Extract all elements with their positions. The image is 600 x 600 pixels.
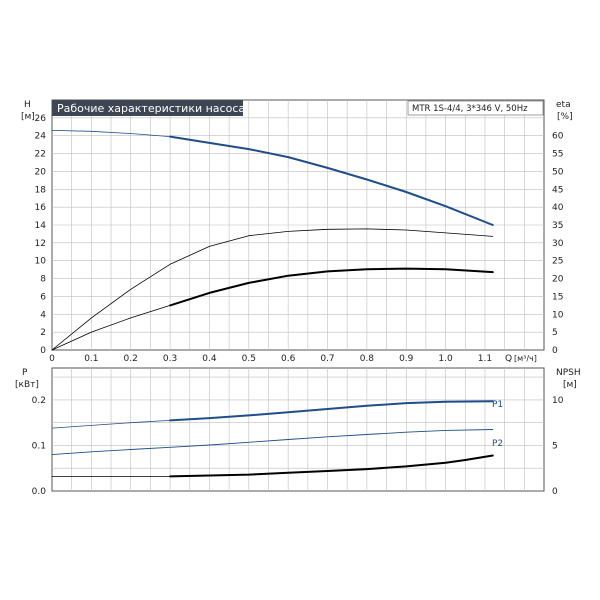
x-tick-label: 0.1	[84, 354, 98, 364]
y-tick-label-h: 16	[35, 203, 47, 213]
efficiency-curve	[51, 228, 494, 351]
y-tick-label-eta: 55	[552, 150, 563, 160]
y-tick-label-p: 0.2	[32, 396, 46, 406]
axis-unit-h: [м]	[21, 112, 35, 122]
efficiency-curve	[169, 267, 494, 307]
top-ticks: 0 0.1 0.2 0.3 0.4 0.5 0.6 0.7 0.8 0.9 1.0 1.1024681…	[35, 114, 564, 364]
y-tick-label-eta: 40	[552, 203, 564, 213]
y-tick-label-eta: 25	[552, 257, 563, 267]
y-tick-label-npsh: 0	[552, 487, 558, 497]
model-box	[407, 100, 544, 116]
chart-title: Рабочие характеристики насоса	[57, 102, 245, 115]
x-tick-label: 0.3	[163, 354, 177, 364]
y-tick-label-h: 22	[35, 150, 46, 160]
y-tick-label-eta: 0	[552, 346, 558, 356]
x-tick-label: 1.0	[438, 354, 453, 364]
title-box	[52, 100, 243, 116]
top-curves	[51, 130, 494, 351]
y-tick-label-npsh: 10	[552, 396, 564, 406]
pump-head-curve	[169, 135, 494, 226]
bottom-curves	[51, 400, 494, 478]
axis-unit-q: [м³/ч]	[514, 354, 537, 363]
y-tick-label-h: 24	[35, 132, 47, 142]
y-tick-label-h: 14	[35, 221, 47, 231]
y-tick-label-eta: 30	[552, 239, 564, 249]
y-tick-label-p: 0.0	[32, 487, 47, 497]
axis-label-npsh: NPSH	[556, 368, 581, 378]
bottom-panel-frame	[51, 367, 545, 492]
x-tick-label: 0.8	[360, 354, 375, 364]
power-p1-curve	[169, 400, 494, 422]
axis-unit-p: [кВт]	[15, 380, 39, 390]
axis-label-p: P	[22, 368, 28, 378]
model-label: MTR 1S-4/4, 3*346 V, 50Hz	[412, 104, 528, 114]
y-tick-label-eta: 5	[552, 328, 558, 338]
x-tick-label: 0.6	[281, 354, 296, 364]
y-tick-label-h: 2	[40, 328, 46, 338]
y-tick-label-eta: 10	[552, 310, 564, 320]
y-tick-label-h: 26	[35, 114, 47, 124]
x-tick-label: 0.9	[399, 354, 414, 364]
x-tick-label: 0	[49, 354, 55, 364]
y-tick-label-eta: 15	[552, 292, 563, 302]
bottom-panel: 0.0 0.1 0.2 0 5 10	[32, 367, 564, 497]
npsh-curve	[169, 454, 494, 478]
y-tick-label-h: 18	[35, 185, 47, 195]
axis-unit-eta: [%]	[557, 112, 573, 122]
y-tick-label-eta: 45	[552, 185, 563, 195]
axis-label-eta: eta	[556, 100, 571, 110]
y-tick-label-npsh: 5	[552, 441, 558, 451]
power-p2-curve	[51, 429, 494, 456]
y-tick-label-h: 10	[35, 257, 47, 267]
series-label-p1: P1	[492, 400, 503, 410]
bottom-ticks: 0.0 0.1 0.2 0 5 10	[32, 396, 564, 497]
y-tick-label-h: 8	[40, 275, 46, 285]
y-tick-label-h: 4	[40, 310, 46, 320]
x-tick-label: 0.4	[202, 354, 217, 364]
series-label-p2: P2	[492, 439, 503, 449]
top-grid	[52, 100, 544, 350]
axis-label-q: Q	[505, 354, 512, 364]
y-tick-label-p: 0.1	[32, 441, 46, 451]
y-tick-label-eta: 35	[552, 221, 563, 231]
y-tick-label-eta: 60	[552, 132, 564, 142]
x-tick-label: 0.7	[320, 354, 334, 364]
x-tick-label: 0.2	[124, 354, 138, 364]
axis-unit-npsh: [м]	[563, 380, 577, 390]
y-tick-label-eta: 20	[552, 275, 564, 285]
top-panel: 0 0.1 0.2 0.3 0.4 0.5 0.6 0.7 0.8 0.9 1.0 1.1024681…	[35, 99, 564, 364]
x-tick-label: 0.5	[242, 354, 256, 364]
y-tick-label-h: 20	[35, 167, 47, 177]
y-tick-label-h: 6	[40, 292, 46, 302]
x-tick-label: 1.1	[478, 354, 492, 364]
y-tick-label-eta: 50	[552, 167, 564, 177]
power-p1-curve	[51, 420, 171, 429]
y-tick-label-h: 12	[35, 239, 46, 249]
axis-label-h: H	[24, 100, 31, 110]
y-tick-label-h: 0	[40, 346, 46, 356]
pump-head-curve	[51, 130, 171, 137]
efficiency-curve	[51, 305, 171, 351]
